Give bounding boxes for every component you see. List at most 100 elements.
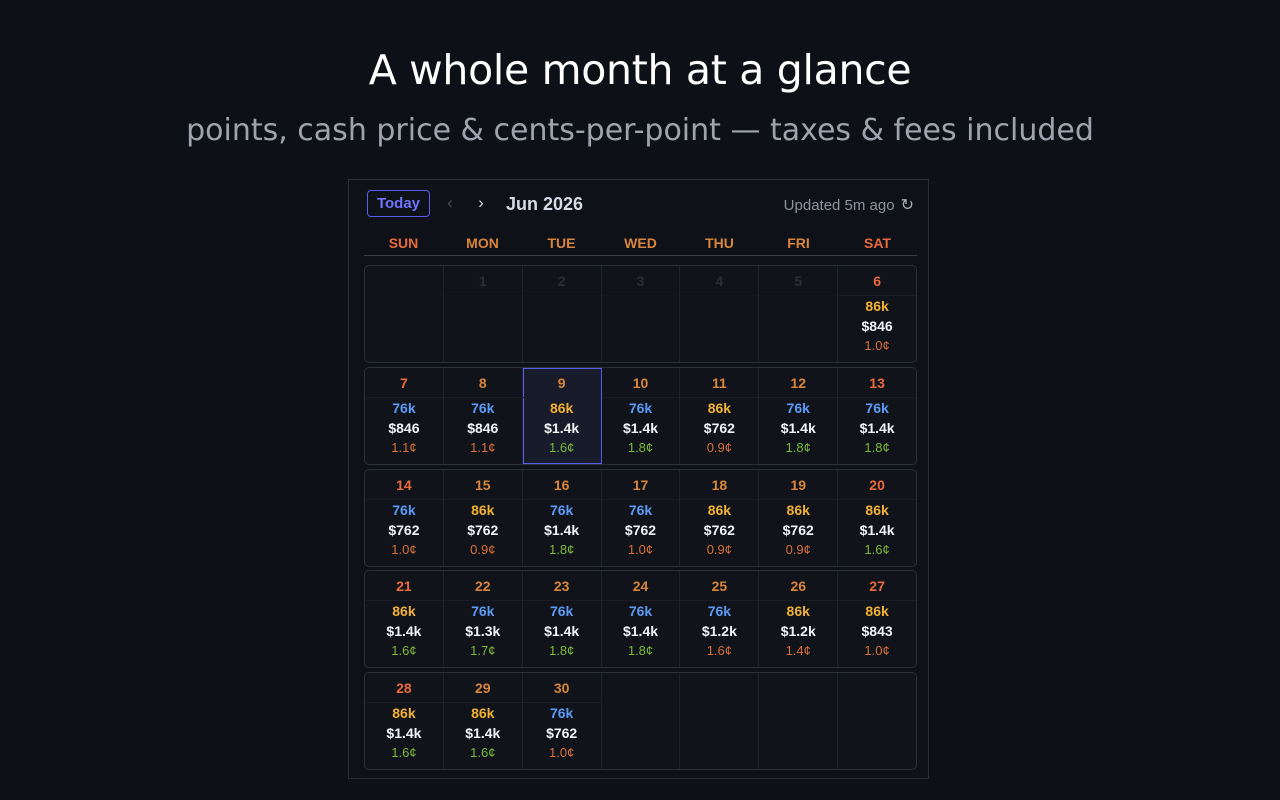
cash-price: $1.4k [386, 623, 422, 639]
day-number: 18 [680, 477, 759, 500]
points-price: 86k [865, 603, 889, 619]
cents-per-point: 1.6¢ [864, 542, 890, 557]
chevron-left-icon[interactable]: ‹ [447, 193, 453, 212]
day-number: 25 [680, 578, 759, 601]
calendar-week-row: 7 76k $846 1.1¢ 8 76k $846 1.1¢ 9 86k $1.4k 1.6¢ 10 7… [364, 367, 917, 465]
day-number: 4 [680, 273, 759, 296]
day-number: 19 [759, 477, 838, 500]
calendar-day-cell[interactable]: 12 76k $1.4k 1.8¢ [759, 368, 839, 464]
calendar-day-cell[interactable]: 25 76k $1.2k 1.6¢ [680, 571, 760, 667]
day-number: 20 [838, 477, 916, 500]
day-number: 2 [522, 273, 601, 296]
points-price: 86k [549, 400, 574, 416]
calendar-day-cell[interactable]: 28 86k $1.4k 1.6¢ [365, 673, 444, 769]
cents-per-point: 1.0¢ [548, 745, 575, 760]
points-price: 76k [549, 502, 574, 518]
cents-per-point: 0.9¢ [470, 542, 496, 557]
calendar-day-cell[interactable]: 24 76k $1.4k 1.8¢ [601, 571, 681, 667]
points-price: 86k [392, 705, 416, 721]
chevron-right-icon[interactable]: › [478, 193, 484, 212]
cents-per-point: 1.8¢ [864, 440, 890, 455]
points-price: 76k [628, 502, 653, 518]
calendar-day-cell[interactable]: 6 86k $846 1.0¢ [838, 266, 916, 362]
points-price: 86k [786, 502, 810, 518]
page-subheading: points, cash price & cents-per-point — t… [186, 113, 1094, 148]
cents-per-point: 1.0¢ [627, 542, 654, 557]
cents-per-point: 1.1¢ [391, 440, 417, 455]
refresh-icon[interactable]: ↻ [900, 197, 914, 214]
calendar-day-cell[interactable]: 15 86k $762 0.9¢ [443, 470, 523, 566]
cents-per-point: 1.6¢ [548, 440, 575, 455]
calendar-day-cell[interactable]: 9 86k $1.4k 1.6¢ [522, 368, 602, 464]
cents-per-point: 1.8¢ [548, 643, 575, 658]
day-number: 5 [759, 273, 838, 296]
month-label: Jun 2026 [506, 194, 584, 214]
calendar-day-cell[interactable]: 8 76k $846 1.1¢ [443, 368, 523, 464]
cents-per-point: 1.6¢ [470, 745, 496, 760]
cents-per-point: 1.0¢ [391, 542, 417, 557]
cash-price: $1.2k [701, 623, 737, 639]
calendar-day-cell[interactable]: 26 86k $1.2k 1.4¢ [759, 571, 839, 667]
calendar-empty-cell: 1 [443, 266, 523, 362]
cash-price: $1.4k [622, 623, 659, 639]
cash-price: $762 [546, 725, 578, 741]
day-number: 27 [838, 578, 916, 601]
calendar-day-cell[interactable]: 7 76k $846 1.1¢ [365, 368, 444, 464]
calendar-week-row: 14 76k $762 1.0¢ 15 86k $762 0.9¢ 16 76k $1.4k 1.8¢… [364, 469, 917, 567]
calendar-week-row: 21 86k $1.4k 1.6¢ 22 76k $1.3k 1.7¢ 23 76k $1.4k 1.… [364, 570, 917, 668]
day-number: 22 [443, 578, 522, 601]
cents-per-point: 1.0¢ [864, 338, 890, 353]
points-price: 76k [471, 603, 495, 619]
points-price: 86k [707, 502, 732, 518]
calendar-empty-cell [680, 673, 760, 769]
calendar-day-cell[interactable]: 27 86k $843 1.0¢ [838, 571, 916, 667]
today-button[interactable]: Today [367, 190, 430, 217]
cents-per-point: 1.8¢ [627, 643, 654, 658]
weekday-thu: THU [705, 235, 734, 251]
points-price: 86k [865, 502, 889, 518]
cents-per-point: 1.1¢ [470, 440, 496, 455]
points-price: 76k [549, 603, 574, 619]
calendar-day-cell[interactable]: 21 86k $1.4k 1.6¢ [365, 571, 444, 667]
calendar-day-cell[interactable]: 16 76k $1.4k 1.8¢ [522, 470, 602, 566]
calendar-week-row: 28 86k $1.4k 1.6¢ 29 86k $1.4k 1.6¢ 30 76k $762 1.0… [364, 672, 917, 770]
cash-price: $1.4k [544, 623, 580, 639]
day-number: 14 [365, 477, 443, 500]
day-number: 9 [522, 375, 601, 398]
calendar-empty-cell: 5 [759, 266, 839, 362]
calendar-day-cell[interactable]: 11 86k $762 0.9¢ [680, 368, 760, 464]
weekday-tue: TUE [547, 235, 576, 251]
points-price: 76k [707, 603, 732, 619]
cents-per-point: 0.9¢ [785, 542, 811, 557]
calendar-day-cell[interactable]: 13 76k $1.4k 1.8¢ [838, 368, 916, 464]
day-number: 28 [365, 680, 443, 703]
points-price: 76k [471, 400, 495, 416]
cash-price: $1.4k [780, 420, 816, 436]
page-headline: A whole month at a glance [368, 46, 912, 94]
cash-price: $1.4k [622, 420, 659, 436]
calendar-empty-cell [602, 673, 681, 769]
cents-per-point: 1.6¢ [706, 643, 733, 658]
calendar-day-cell[interactable]: 20 86k $1.4k 1.6¢ [838, 470, 916, 566]
cents-per-point: 1.7¢ [470, 643, 496, 658]
day-number: 8 [443, 375, 522, 398]
calendar-day-cell[interactable]: 18 86k $762 0.9¢ [680, 470, 760, 566]
calendar-day-cell[interactable]: 29 86k $1.4k 1.6¢ [443, 673, 523, 769]
cents-per-point: 0.9¢ [706, 542, 733, 557]
calendar-day-cell[interactable]: 22 76k $1.3k 1.7¢ [443, 571, 523, 667]
points-price: 76k [628, 400, 653, 416]
calendar-day-cell[interactable]: 17 76k $762 1.0¢ [601, 470, 681, 566]
day-number: 15 [443, 477, 522, 500]
calendar-day-cell[interactable]: 14 76k $762 1.0¢ [365, 470, 444, 566]
day-number: 11 [680, 375, 759, 398]
day-number: 7 [365, 375, 443, 398]
calendar-empty-cell: 2 [522, 266, 602, 362]
calendar-day-cell[interactable]: 10 76k $1.4k 1.8¢ [601, 368, 681, 464]
cash-price: $1.3k [465, 623, 501, 639]
cash-price: $762 [703, 420, 735, 436]
calendar-day-cell[interactable]: 19 86k $762 0.9¢ [759, 470, 839, 566]
calendar-day-cell[interactable]: 30 76k $762 1.0¢ [522, 673, 602, 769]
cents-per-point: 1.6¢ [391, 745, 417, 760]
calendar-day-cell[interactable]: 23 76k $1.4k 1.8¢ [522, 571, 602, 667]
cash-price: $846 [467, 420, 499, 436]
